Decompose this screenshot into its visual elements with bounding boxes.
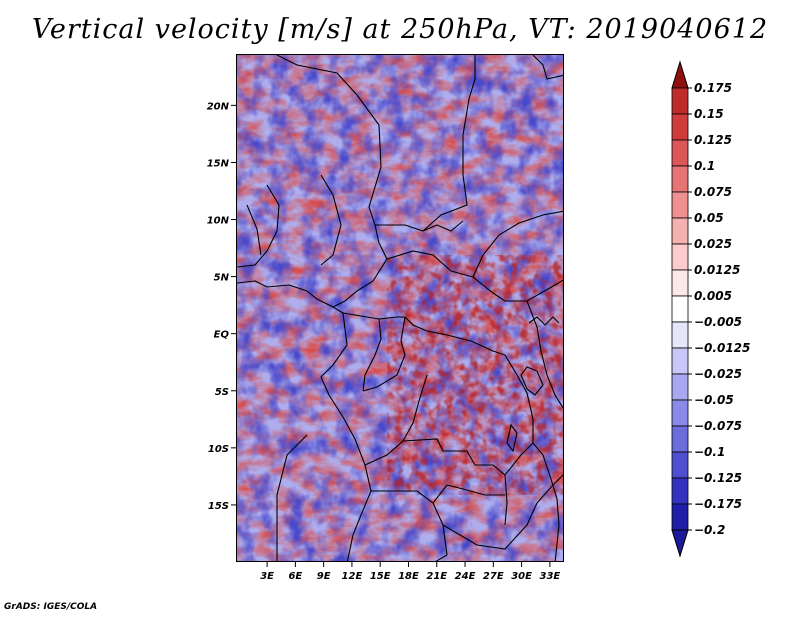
lon-tick-label: 27E [483, 571, 504, 582]
colorbar-segment [671, 321, 689, 349]
lat-tick-label: 15N [207, 158, 230, 169]
lat-tick-label: 5S [215, 387, 229, 398]
colorbar-label: 0.025 [694, 237, 732, 251]
colorbar-label: 0.125 [694, 133, 732, 147]
lon-tick-label: 6E [288, 571, 302, 582]
lon-tick-label: 3E [260, 571, 274, 582]
longitude-ticks: 3E 6E 9E 12E 15E 18E 21E 24E 27E 30E 33E [260, 562, 560, 582]
lon-tick-label: 15E [370, 571, 391, 582]
colorbar-label: 0.0125 [694, 263, 740, 277]
lat-tick-label: 10N [207, 216, 230, 227]
grads-credit: GrADS: IGES/COLA [4, 602, 98, 612]
colorbar-segment [671, 165, 689, 193]
colorbar-label: −0.05 [694, 393, 734, 407]
colorbar-label: 0.075 [694, 185, 732, 199]
lat-tick-label: 20N [207, 101, 230, 112]
colorbar-label: −0.175 [694, 497, 742, 511]
colorbar-segment [671, 399, 689, 427]
colorbar-segment [671, 87, 689, 115]
colorbar-segment [671, 451, 689, 479]
lat-tick-label: 5N [214, 273, 230, 284]
colorbar-segment [671, 243, 689, 271]
colorbar: 0.175 0.15 0.125 0.1 0.075 0.05 0.025 0.0125 0.0… [671, 60, 750, 558]
colorbar-segment [671, 373, 689, 401]
lon-tick-label: 9E [317, 571, 331, 582]
colorbar-segment [671, 503, 689, 531]
colorbar-segment [671, 269, 689, 297]
colorbar-segment [671, 347, 689, 375]
lon-tick-label: 18E [398, 571, 419, 582]
latitude-ticks: 20N 15N 10N 5N EQ 5S 10S 15S [207, 101, 236, 512]
colorbar-label: 0.15 [694, 107, 724, 121]
colorbar-segment [671, 217, 689, 245]
colorbar-label: −0.005 [694, 315, 742, 329]
colorbar-label: 0.05 [694, 211, 724, 225]
lon-tick-label: 21E [426, 571, 447, 582]
map-panel [236, 54, 564, 562]
colorbar-segment [671, 191, 689, 219]
colorbar-label: −0.0125 [694, 341, 750, 355]
colorbar-label: 0.005 [694, 289, 732, 303]
colorbar-segment [671, 425, 689, 453]
colorbar-segment [671, 113, 689, 141]
colorbar-segment [671, 295, 689, 323]
colorbar-label: 0.1 [694, 159, 715, 173]
country-boundaries [237, 55, 563, 561]
colorbar-label: −0.025 [694, 367, 742, 381]
colorbar-top-arrow [671, 60, 689, 89]
field-convective-core [387, 255, 563, 495]
colorbar-label: −0.125 [694, 471, 742, 485]
lon-tick-label: 30E [511, 571, 532, 582]
vertical-velocity-field [237, 55, 563, 561]
colorbar-label: −0.075 [694, 419, 742, 433]
colorbar-segment [671, 139, 689, 167]
lon-tick-label: 24E [455, 571, 476, 582]
colorbar-label: 0.175 [694, 81, 732, 95]
lat-tick-label: 10S [208, 444, 229, 455]
lat-tick-label: 15S [208, 501, 229, 512]
colorbar-segment [671, 477, 689, 505]
lon-tick-label: 33E [539, 571, 560, 582]
figure-title: Vertical velocity [m/s] at 250hPa, VT: 2… [31, 14, 769, 45]
colorbar-bottom-arrow [671, 529, 689, 558]
colorbar-label: −0.2 [694, 523, 725, 537]
lon-tick-label: 12E [342, 571, 363, 582]
colorbar-label: −0.1 [694, 445, 725, 459]
lat-tick-label: EQ [214, 330, 230, 341]
